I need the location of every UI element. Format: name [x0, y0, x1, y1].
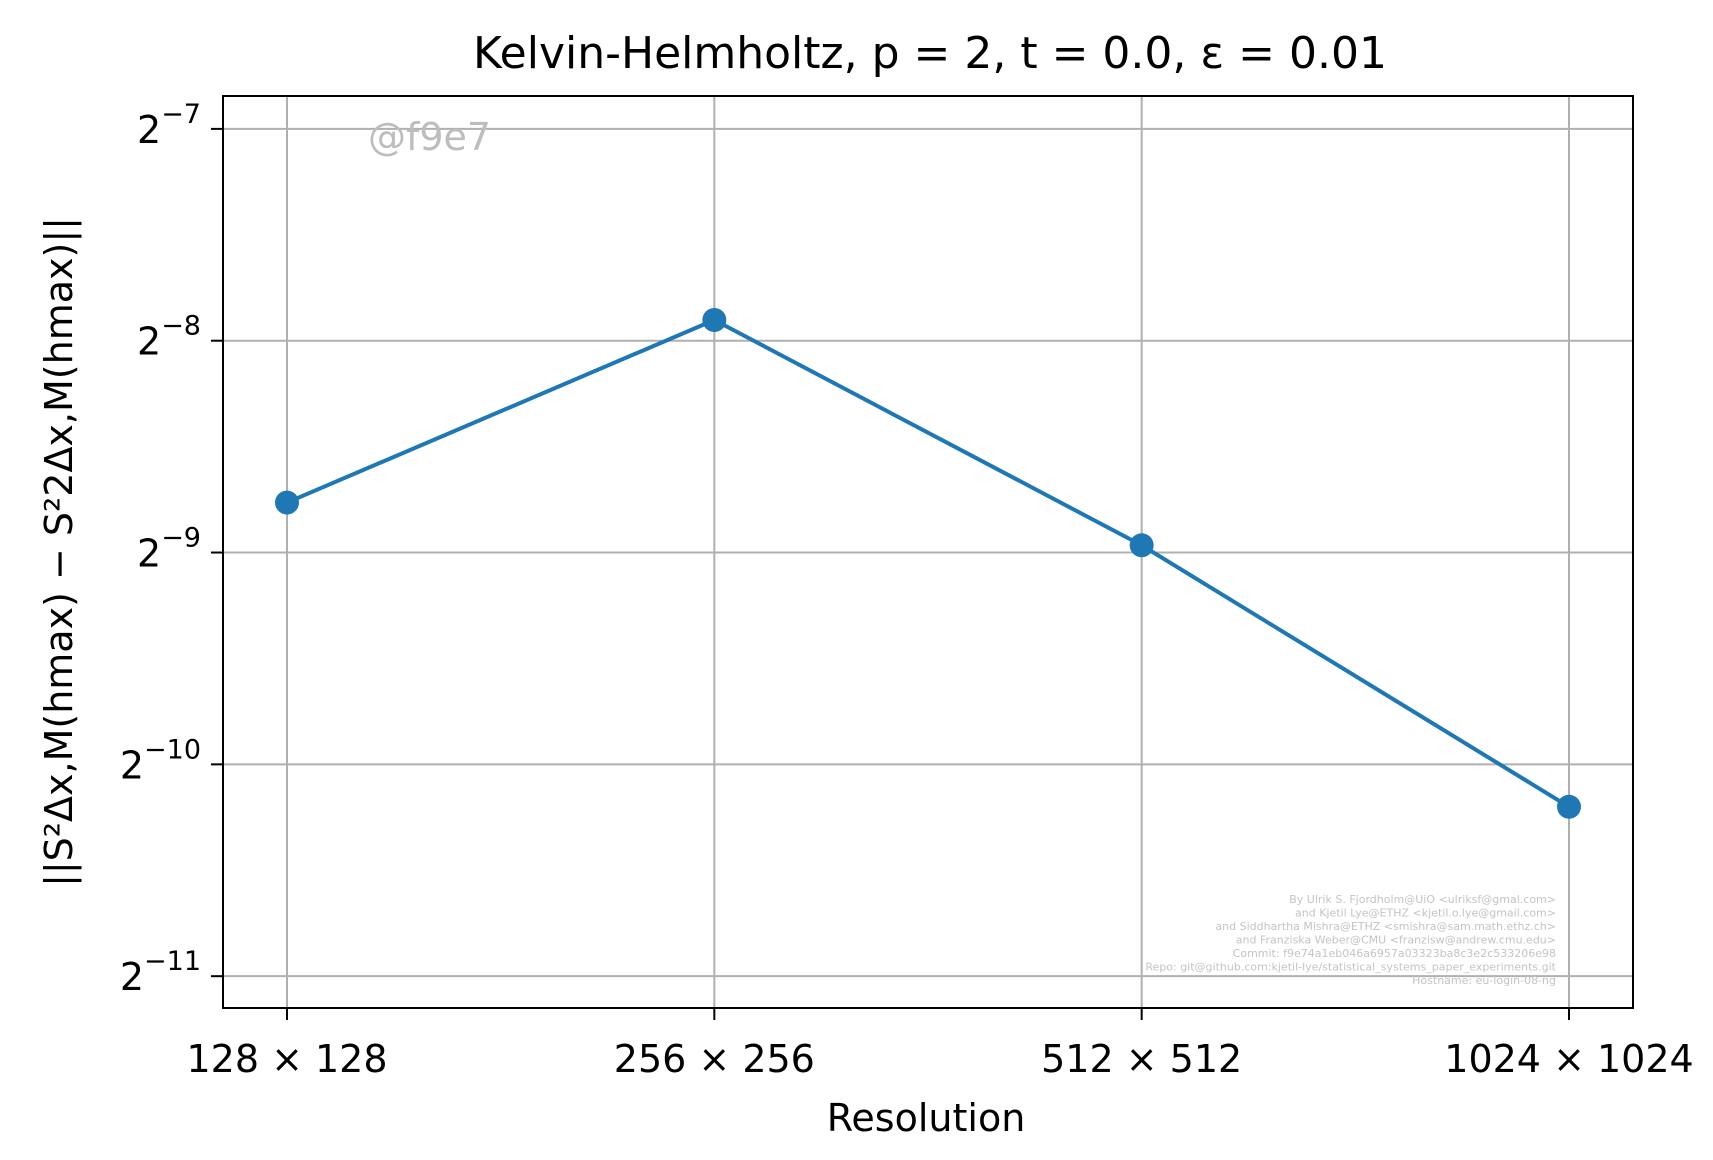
credit-line: By Ulrik S. Fjordholm@UiO <ulriksf@gmal.…	[1289, 893, 1556, 906]
y-tick-base: 2	[120, 955, 144, 999]
chart-title: Kelvin-Helmholtz, p = 2, t = 0.0, ε = 0.…	[473, 28, 1387, 79]
data-point	[702, 308, 727, 333]
y-tick-exponent: −9	[161, 523, 201, 554]
x-tick-label: 256 × 256	[614, 1037, 815, 1081]
credits-block: By Ulrik S. Fjordholm@UiO <ulriksf@gmal.…	[1145, 893, 1556, 987]
data-point	[275, 490, 299, 515]
x-tick-label: 1024 × 1024	[1444, 1037, 1693, 1081]
x-tick-label: 128 × 128	[186, 1037, 387, 1081]
data-point	[1557, 794, 1581, 819]
y-tick-base: 2	[137, 108, 161, 152]
y-tick-base: 2	[137, 532, 161, 576]
y-tick-exponent: −11	[144, 946, 201, 977]
y-tick-label: 2−10	[120, 734, 201, 787]
x-axis-label: Resolution	[827, 1096, 1026, 1140]
y-tick-base: 2	[120, 743, 144, 787]
credit-line: and Franziska Weber@CMU <franzisw@andrew…	[1236, 934, 1556, 947]
y-axis-label: ||S²Δx,M(hmax) − S²2Δx,M(hmax)||	[37, 217, 82, 887]
y-ticks: 2−72−82−92−102−11	[120, 99, 223, 999]
x-tick-label: 512 × 512	[1041, 1037, 1242, 1081]
y-tick-label: 2−8	[137, 311, 201, 364]
data-point	[1129, 533, 1154, 558]
y-tick-exponent: −8	[161, 311, 201, 342]
series-line	[286, 318, 1571, 809]
watermark: @f9e7	[368, 115, 491, 159]
y-tick-label: 2−11	[120, 946, 201, 999]
credit-line: Commit: f9e74a1eb046a6957a03323ba8c3e2c5…	[1233, 947, 1556, 960]
y-tick-exponent: −10	[144, 734, 201, 765]
credit-line: and Siddhartha Mishra@ETHZ <smishra@sam.…	[1215, 920, 1556, 933]
y-tick-label: 2−9	[137, 523, 201, 576]
y-tick-label: 2−7	[137, 99, 201, 152]
credit-line: Hostname: eu-login-08-ng	[1412, 974, 1556, 987]
series-layer	[275, 308, 1581, 819]
y-tick-exponent: −7	[161, 99, 201, 130]
grid	[223, 96, 1633, 1008]
y-tick-base: 2	[137, 320, 161, 364]
credit-line: and Kjetil Lye@ETHZ <kjetil.o.lye@gmail.…	[1295, 907, 1556, 920]
x-ticks: 128 × 128 256 × 256 512 × 512 1024 × 1024	[186, 1008, 1694, 1081]
credit-line: Repo: git@github.com:kjetil-lye/statisti…	[1145, 961, 1556, 974]
